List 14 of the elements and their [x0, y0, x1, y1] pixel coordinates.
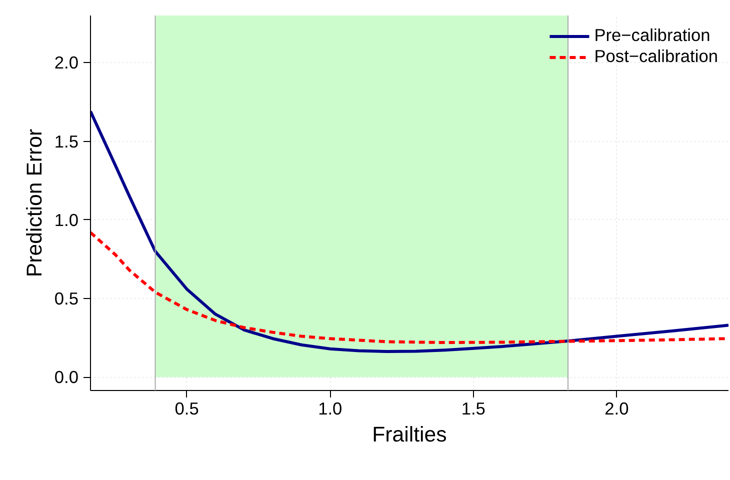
y-tick-label: 1.5 [54, 131, 79, 152]
legend-label: Pre−calibration [594, 25, 710, 46]
x-tick-label: 1.5 [461, 398, 486, 418]
y-tick-label: 1.0 [54, 210, 79, 230]
y-tick-label: 0.5 [54, 288, 79, 309]
y-axis-title: Prediction Error [22, 128, 46, 278]
x-axis-title: Frailties [372, 422, 447, 446]
y-tick-label: 0.0 [54, 367, 79, 388]
x-tick-label: 2.0 [604, 398, 629, 418]
y-tick-label: 2.0 [54, 52, 79, 73]
line-series [90, 110, 728, 354]
x-tick-label: 1.0 [318, 398, 342, 418]
legend-label: Post−calibration [594, 46, 718, 67]
x-tick-label: 0.5 [174, 398, 199, 418]
